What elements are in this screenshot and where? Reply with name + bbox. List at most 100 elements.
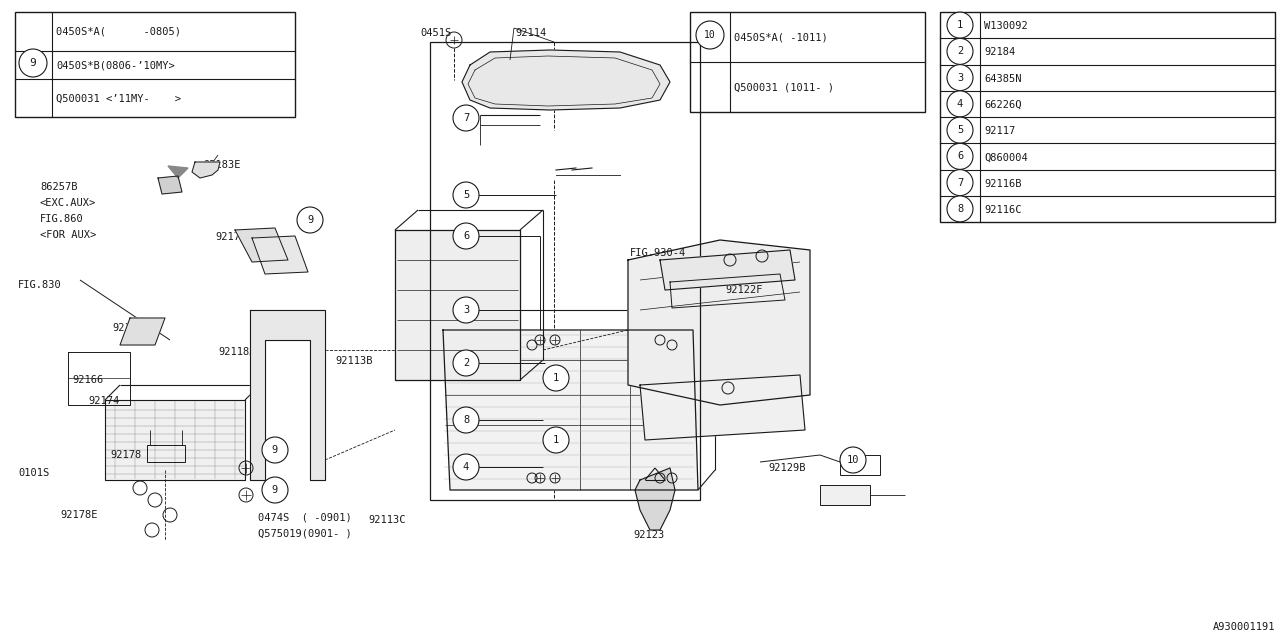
Text: 5: 5 <box>957 125 963 135</box>
Text: 92118A: 92118A <box>218 347 256 357</box>
Circle shape <box>543 427 570 453</box>
Text: 92116C: 92116C <box>984 205 1021 215</box>
Text: 9: 9 <box>271 445 278 455</box>
Text: A930001191: A930001191 <box>1212 622 1275 632</box>
Text: 10: 10 <box>704 30 716 40</box>
Circle shape <box>947 12 973 38</box>
Circle shape <box>947 143 973 170</box>
Text: 92183E: 92183E <box>204 160 241 170</box>
Text: Q860004: Q860004 <box>984 152 1028 163</box>
Circle shape <box>947 170 973 196</box>
Text: 9: 9 <box>307 215 314 225</box>
Text: W130092: W130092 <box>984 21 1028 31</box>
Text: 1: 1 <box>553 435 559 445</box>
Text: 2: 2 <box>463 358 470 368</box>
Polygon shape <box>628 240 810 405</box>
Circle shape <box>453 105 479 131</box>
Circle shape <box>840 447 867 473</box>
Text: <EXC.AUX>: <EXC.AUX> <box>40 198 96 208</box>
Text: 8: 8 <box>463 415 470 425</box>
Polygon shape <box>252 236 308 274</box>
Text: 92184: 92184 <box>984 47 1015 58</box>
Text: 92114: 92114 <box>515 28 547 38</box>
Circle shape <box>19 49 47 77</box>
Text: 0450S*A(      -0805): 0450S*A( -0805) <box>56 27 180 37</box>
Text: 6: 6 <box>463 231 470 241</box>
Polygon shape <box>192 162 220 178</box>
Polygon shape <box>157 176 182 194</box>
Polygon shape <box>443 330 698 490</box>
Text: 92122F: 92122F <box>724 285 763 295</box>
Text: 10: 10 <box>847 455 859 465</box>
Circle shape <box>297 207 323 233</box>
Text: 3: 3 <box>463 305 470 315</box>
Polygon shape <box>105 400 244 480</box>
Text: 1: 1 <box>957 20 963 30</box>
Text: 0450S*A( -1011): 0450S*A( -1011) <box>733 33 828 43</box>
Text: 66226Q: 66226Q <box>984 100 1021 110</box>
Text: 6: 6 <box>957 152 963 161</box>
Bar <box>430 42 700 500</box>
Text: 92166: 92166 <box>72 375 104 385</box>
Circle shape <box>947 65 973 91</box>
Polygon shape <box>660 250 795 290</box>
Text: 4: 4 <box>957 99 963 109</box>
Circle shape <box>453 297 479 323</box>
Text: 64385N: 64385N <box>984 74 1021 84</box>
Text: FIG.930-4: FIG.930-4 <box>630 248 686 258</box>
Text: 0450S*B(0806-’10MY>: 0450S*B(0806-’10MY> <box>56 61 175 71</box>
Bar <box>840 455 881 475</box>
Polygon shape <box>462 50 669 110</box>
Text: FIG.830: FIG.830 <box>18 280 61 290</box>
Text: 92178E: 92178E <box>60 510 97 520</box>
Polygon shape <box>640 375 805 440</box>
Circle shape <box>262 477 288 503</box>
Text: 2: 2 <box>957 46 963 56</box>
Text: Q500031 (1011- ): Q500031 (1011- ) <box>733 83 835 93</box>
Text: 3: 3 <box>957 72 963 83</box>
Circle shape <box>453 182 479 208</box>
Text: 0101S: 0101S <box>18 468 49 478</box>
Circle shape <box>947 117 973 143</box>
Text: FIG.860: FIG.860 <box>40 214 83 224</box>
Text: 92116B: 92116B <box>984 179 1021 189</box>
Polygon shape <box>120 318 165 345</box>
Bar <box>15 12 294 117</box>
Text: 8: 8 <box>957 204 963 214</box>
Text: 92113B: 92113B <box>335 356 372 366</box>
Polygon shape <box>396 230 520 380</box>
Polygon shape <box>635 468 675 530</box>
Text: 92117: 92117 <box>984 126 1015 136</box>
Bar <box>690 12 925 112</box>
Text: 92178: 92178 <box>110 450 141 460</box>
Text: 4: 4 <box>463 462 470 472</box>
Text: 9: 9 <box>271 485 278 495</box>
Text: <FOR AUX>: <FOR AUX> <box>40 230 96 240</box>
Text: 92177N: 92177N <box>735 267 773 277</box>
Circle shape <box>696 21 724 49</box>
Text: 92178F: 92178F <box>215 232 252 242</box>
Polygon shape <box>250 310 325 480</box>
Text: 7: 7 <box>463 113 470 123</box>
Text: 7: 7 <box>957 178 963 188</box>
Text: 92123: 92123 <box>634 530 664 540</box>
Text: 66236: 66236 <box>822 490 854 500</box>
Text: 92174: 92174 <box>88 396 119 406</box>
Circle shape <box>947 196 973 222</box>
Polygon shape <box>168 166 188 178</box>
Circle shape <box>947 91 973 117</box>
Text: 5: 5 <box>463 190 470 200</box>
Text: 92129B: 92129B <box>768 463 805 473</box>
Text: 9: 9 <box>29 58 36 68</box>
Circle shape <box>453 350 479 376</box>
Circle shape <box>453 223 479 249</box>
Circle shape <box>947 38 973 65</box>
Polygon shape <box>236 228 288 262</box>
Text: 0474S  ( -0901): 0474S ( -0901) <box>259 513 352 523</box>
Text: 86257B: 86257B <box>40 182 78 192</box>
Circle shape <box>262 437 288 463</box>
Circle shape <box>543 365 570 391</box>
Bar <box>820 485 870 505</box>
Circle shape <box>453 454 479 480</box>
Text: 0451S: 0451S <box>420 28 452 38</box>
